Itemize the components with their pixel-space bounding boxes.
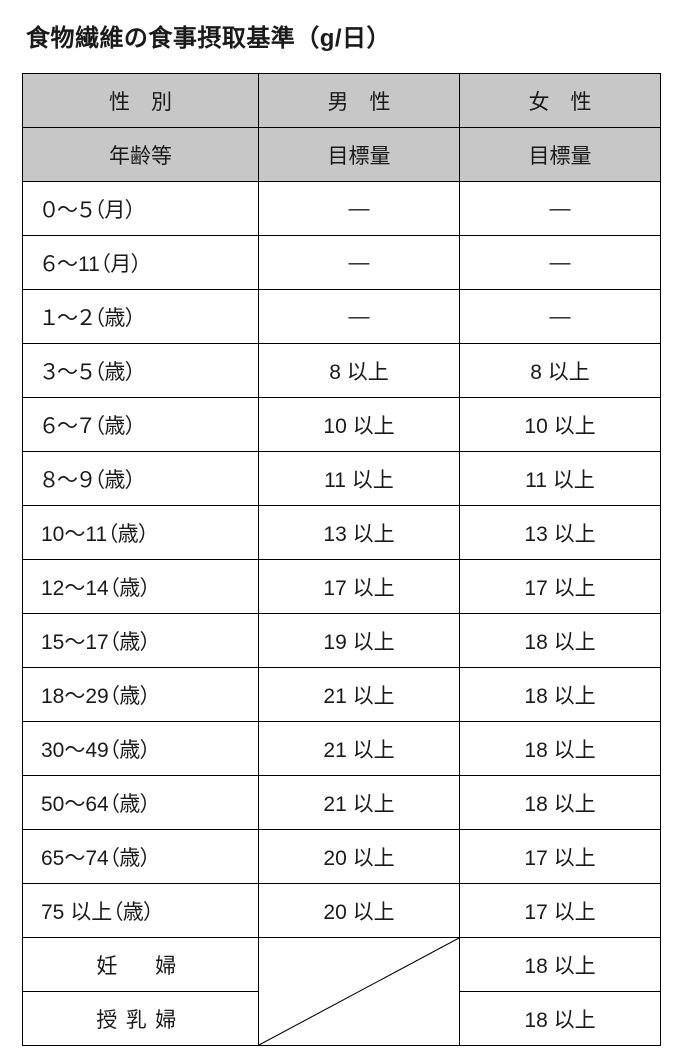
header-sex: 性 別 [23,74,259,128]
header-female: 女 性 [460,74,661,128]
male-value: 8 以上 [259,344,460,398]
male-value: 20 以上 [259,830,460,884]
female-value: 18 以上 [460,614,661,668]
age-cell: 15～17（歳） [23,614,259,668]
table-row: ６～７（歳）10 以上10 以上 [23,398,661,452]
male-value: 17 以上 [259,560,460,614]
table-row: ０～５（月）―― [23,182,661,236]
male-value: 21 以上 [259,722,460,776]
age-cell: 65～74（歳） [23,830,259,884]
not-applicable-slash [259,938,460,1046]
table-row: １～２（歳）―― [23,290,661,344]
male-value: ― [259,290,460,344]
table-row: 15～17（歳）19 以上18 以上 [23,614,661,668]
header-female-goal: 目標量 [460,128,661,182]
table-row: ３～５（歳）8 以上8 以上 [23,344,661,398]
female-value: 10 以上 [460,398,661,452]
age-cell: ６～11（月） [23,236,259,290]
special-label: 授乳婦 [23,992,259,1046]
table-row: 65～74（歳）20 以上17 以上 [23,830,661,884]
table-row: 75 以上（歳）20 以上17 以上 [23,884,661,938]
male-value: 11 以上 [259,452,460,506]
age-cell: ８～９（歳） [23,452,259,506]
table-row: 50～64（歳）21 以上18 以上 [23,776,661,830]
table-row: 18～29（歳）21 以上18 以上 [23,668,661,722]
table-row: 10～11（歳）13 以上13 以上 [23,506,661,560]
table-row: ６～11（月）―― [23,236,661,290]
age-cell: ６～７（歳） [23,398,259,452]
page-title: 食物繊維の食事摂取基準（g/日） [26,18,670,53]
male-value: 21 以上 [259,776,460,830]
female-value: 8 以上 [460,344,661,398]
male-value: 21 以上 [259,668,460,722]
female-value: 18 以上 [460,992,661,1046]
female-value: 18 以上 [460,722,661,776]
male-value: ― [259,236,460,290]
female-value: 13 以上 [460,506,661,560]
age-cell: 10～11（歳） [23,506,259,560]
female-value: 17 以上 [460,830,661,884]
header-row-metric: 年齢等 目標量 目標量 [23,128,661,182]
table-row: ８～９（歳）11 以上11 以上 [23,452,661,506]
female-value: ― [460,290,661,344]
male-value: ― [259,182,460,236]
age-cell: 75 以上（歳） [23,884,259,938]
female-value: 18 以上 [460,938,661,992]
age-cell: 50～64（歳） [23,776,259,830]
female-value: ― [460,182,661,236]
female-value: 17 以上 [460,560,661,614]
female-value: 18 以上 [460,776,661,830]
female-value: 18 以上 [460,668,661,722]
male-value: 20 以上 [259,884,460,938]
female-value: 11 以上 [460,452,661,506]
fiber-intake-table: 性 別 男 性 女 性 年齢等 目標量 目標量 ０～５（月）――６～11（月）―… [22,73,661,1046]
table-row: 12～14（歳）17 以上17 以上 [23,560,661,614]
age-cell: 18～29（歳） [23,668,259,722]
male-value: 13 以上 [259,506,460,560]
table-row-special: 妊 婦 18 以上 [23,938,661,992]
age-cell: １～２（歳） [23,290,259,344]
male-value: 19 以上 [259,614,460,668]
header-male-goal: 目標量 [259,128,460,182]
female-value: ― [460,236,661,290]
table-body: ０～５（月）――６～11（月）――１～２（歳）――３～５（歳）8 以上8 以上６… [23,182,661,1046]
header-row-gender: 性 別 男 性 女 性 [23,74,661,128]
table-row: 30～49（歳）21 以上18 以上 [23,722,661,776]
male-value: 10 以上 [259,398,460,452]
header-age: 年齢等 [23,128,259,182]
age-cell: ０～５（月） [23,182,259,236]
age-cell: 30～49（歳） [23,722,259,776]
header-male: 男 性 [259,74,460,128]
age-cell: ３～５（歳） [23,344,259,398]
special-label: 妊 婦 [23,938,259,992]
age-cell: 12～14（歳） [23,560,259,614]
female-value: 17 以上 [460,884,661,938]
